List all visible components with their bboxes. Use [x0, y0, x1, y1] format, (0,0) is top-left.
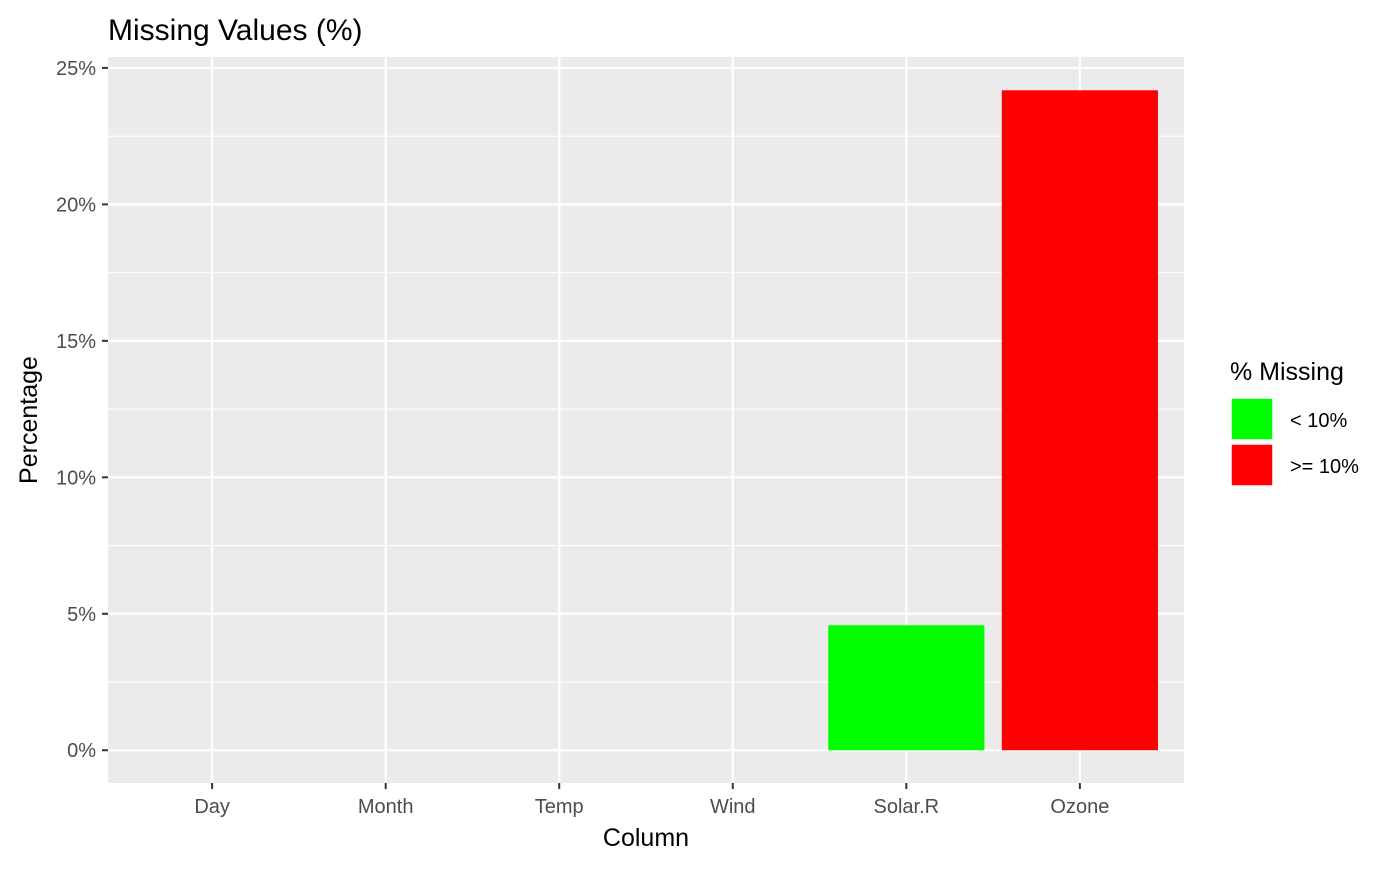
chart-title: Missing Values (%) — [108, 14, 363, 47]
y-tick-label: 15% — [56, 331, 96, 353]
x-tick-label: Temp — [535, 796, 584, 818]
y-tick-label: 25% — [56, 58, 96, 80]
legend: % Missing < 10% >= 10% — [1230, 358, 1359, 487]
bars — [828, 90, 1158, 751]
legend-label: >= 10% — [1290, 456, 1359, 478]
legend-label: < 10% — [1290, 410, 1347, 432]
y-axis-label: Percentage — [15, 356, 43, 484]
y-axis: 0% 5% 10% 15% 20% 25% — [56, 58, 108, 762]
y-tick-label: 0% — [67, 740, 96, 762]
x-tick-label: Solar.R — [874, 796, 940, 818]
legend-title: % Missing — [1230, 358, 1344, 386]
bar-ozone — [1001, 90, 1158, 751]
y-tick-label: 10% — [56, 467, 96, 489]
legend-key — [1230, 443, 1274, 487]
x-tick-label: Wind — [710, 796, 756, 818]
bar-solar-r — [828, 625, 985, 751]
y-tick-label: 20% — [56, 194, 96, 216]
y-tick-label: 5% — [67, 604, 96, 626]
x-axis: Day Month Temp Wind Solar.R Ozone — [194, 783, 1109, 818]
x-tick-label: Month — [358, 796, 414, 818]
legend-key — [1230, 397, 1274, 441]
legend-entries: < 10% >= 10% — [1230, 397, 1359, 487]
x-tick-label: Ozone — [1050, 796, 1109, 818]
x-tick-label: Day — [194, 796, 230, 818]
x-axis-label: Column — [603, 824, 689, 852]
